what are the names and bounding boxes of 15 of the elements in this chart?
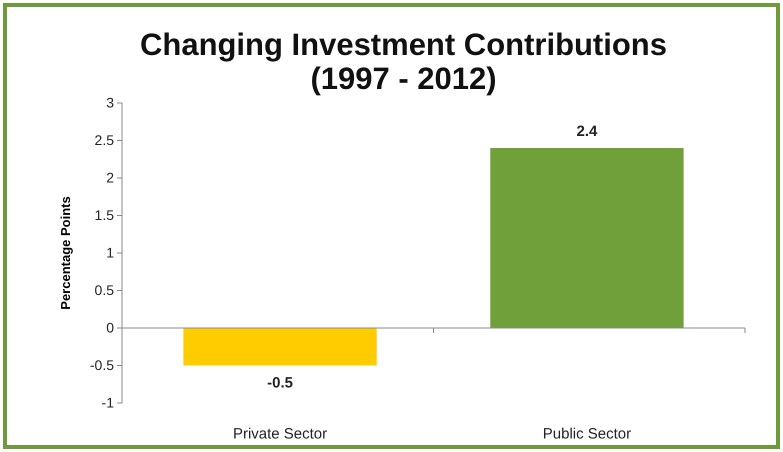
x-tick-label: Public Sector [542, 426, 632, 443]
y-tick-label: -0.5 [90, 356, 114, 373]
y-tick-label: 0 [106, 319, 114, 336]
data-label: 2.4 [576, 123, 598, 140]
x-tick-label: Private Sector [232, 426, 328, 443]
y-tick-label: -1 [102, 394, 114, 410]
y-tick-label: 1 [106, 244, 114, 260]
y-tick-label: 3 [106, 94, 114, 110]
y-tick-label: 2.5 [94, 132, 114, 148]
y-tick-label: 0.5 [94, 282, 114, 298]
chart-title: Changing Investment Contributions (1997 - 2012) [140, 27, 667, 96]
y-tick-label: 1.5 [94, 206, 114, 223]
data-label: -0.5 [267, 374, 293, 392]
y-tick-label: 2 [106, 169, 114, 186]
y-axis-title: Percentage Points [58, 196, 73, 310]
